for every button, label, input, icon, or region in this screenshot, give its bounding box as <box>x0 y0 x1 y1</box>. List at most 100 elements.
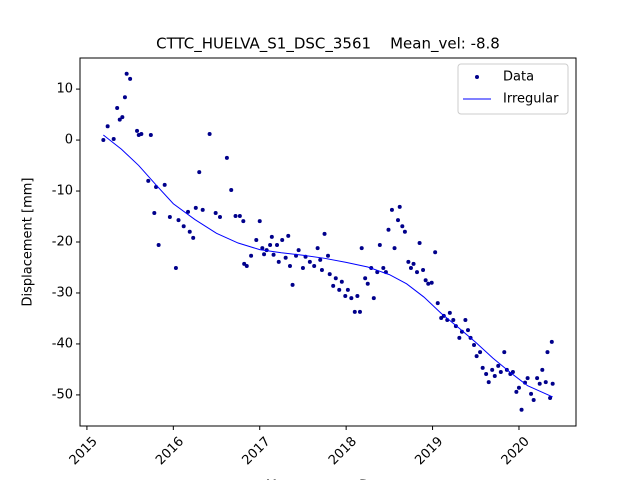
data-point <box>545 350 550 355</box>
legend-marker <box>475 75 479 79</box>
data-point <box>307 259 312 264</box>
data-point <box>402 229 407 234</box>
data-point <box>510 369 515 374</box>
data-point <box>262 252 267 257</box>
data-point <box>300 265 305 270</box>
data-point <box>339 279 344 284</box>
data-point <box>392 246 397 251</box>
data-point <box>498 369 503 374</box>
data-point <box>224 155 229 160</box>
data-point <box>400 224 405 229</box>
data-point <box>543 380 548 385</box>
data-point <box>197 170 202 175</box>
data-point <box>173 265 178 270</box>
data-point <box>523 380 528 385</box>
data-point <box>148 132 153 137</box>
x-axis-label: Measurement Date <box>266 479 390 480</box>
y-tick-label: -40 <box>52 336 73 351</box>
data-point <box>331 283 336 288</box>
y-tick-label: -50 <box>52 387 73 402</box>
data-point <box>349 296 354 301</box>
data-point <box>128 76 133 81</box>
data-point <box>333 276 338 281</box>
data-point <box>478 350 483 355</box>
data-point <box>186 209 191 214</box>
data-point <box>516 385 521 390</box>
data-point <box>146 178 151 183</box>
data-point <box>355 294 360 299</box>
data-point <box>337 287 342 292</box>
data-point <box>286 233 291 238</box>
data-point <box>296 248 301 253</box>
data-point <box>139 131 144 136</box>
data-point <box>363 276 368 281</box>
data-point <box>502 350 507 355</box>
data-point <box>105 124 110 129</box>
chart-title: CTTC_HUELVA_S1_DSC_3561 Mean_vel: -8.8 <box>156 35 500 54</box>
data-point <box>213 210 218 215</box>
data-point <box>535 376 540 381</box>
data-point <box>181 224 186 229</box>
data-point <box>519 407 524 412</box>
legend-label: Data <box>503 70 534 85</box>
data-point <box>386 227 391 232</box>
data-point <box>115 105 120 110</box>
data-point <box>312 263 317 268</box>
data-point <box>463 317 468 322</box>
data-point <box>459 329 464 334</box>
data-point <box>343 294 348 299</box>
data-point <box>319 268 324 273</box>
data-point <box>167 215 172 220</box>
data-point <box>550 381 555 386</box>
y-tick-label: 10 <box>56 82 73 97</box>
y-tick-label: -20 <box>52 235 73 250</box>
data-point <box>415 270 420 275</box>
data-point <box>490 367 495 372</box>
data-point <box>465 328 470 333</box>
data-point <box>474 354 479 359</box>
data-point <box>117 117 122 122</box>
data-point <box>423 278 428 283</box>
data-point <box>395 218 400 223</box>
data-point <box>457 335 462 340</box>
data-point <box>433 250 438 255</box>
data-point <box>486 380 491 385</box>
data-point <box>357 309 362 314</box>
data-point <box>352 309 357 314</box>
data-point <box>417 241 422 246</box>
legend-box <box>457 63 569 115</box>
data-point <box>135 128 140 133</box>
data-point <box>122 95 127 100</box>
data-point <box>327 272 332 277</box>
data-point <box>480 365 485 370</box>
data-point <box>187 229 192 234</box>
data-point <box>326 253 330 258</box>
data-point <box>318 257 323 262</box>
data-point <box>315 246 320 251</box>
data-point <box>492 374 497 379</box>
data-point <box>381 265 386 270</box>
data-point <box>191 235 196 240</box>
data-point <box>484 372 489 377</box>
data-point <box>371 296 376 301</box>
data-point <box>421 268 426 273</box>
data-point <box>429 280 434 285</box>
data-point <box>152 210 157 215</box>
data-point <box>237 214 242 219</box>
data-point <box>260 246 265 251</box>
data-point <box>472 342 477 347</box>
data-point <box>411 261 416 266</box>
data-point <box>549 339 554 344</box>
data-point <box>176 218 181 223</box>
y-tick-label: -30 <box>52 285 73 300</box>
data-point <box>193 205 198 210</box>
y-tick-label: 0 <box>65 133 73 148</box>
y-tick-label: -10 <box>52 184 73 199</box>
data-point <box>290 282 295 287</box>
data-point <box>529 391 534 396</box>
data-point <box>426 281 431 286</box>
data-point <box>525 376 530 381</box>
data-point <box>451 317 456 322</box>
data-point <box>548 395 553 400</box>
